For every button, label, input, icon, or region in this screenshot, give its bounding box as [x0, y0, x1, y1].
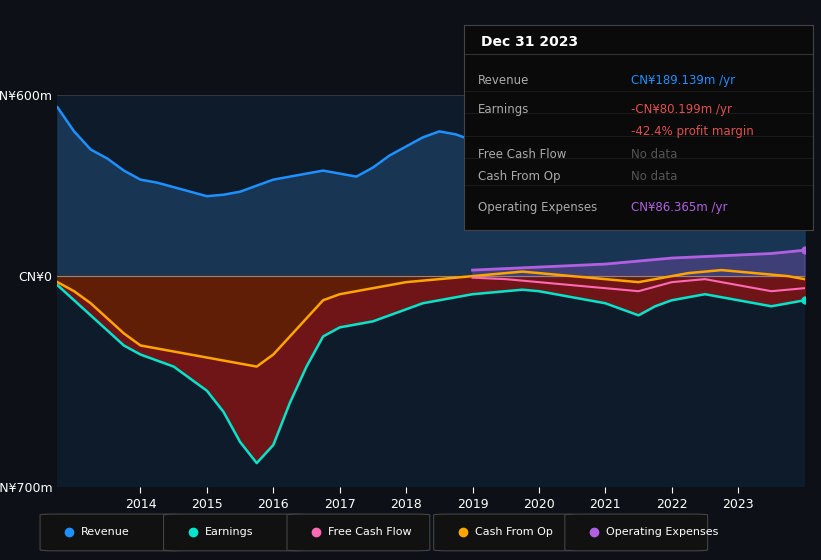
Text: -42.4% profit margin: -42.4% profit margin [631, 125, 754, 138]
Text: No data: No data [631, 170, 677, 183]
Text: Earnings: Earnings [478, 103, 530, 116]
Text: No data: No data [631, 148, 677, 161]
Text: Earnings: Earnings [204, 527, 253, 537]
Text: Revenue: Revenue [81, 527, 130, 537]
Text: Free Cash Flow: Free Cash Flow [478, 148, 566, 161]
Text: Cash From Op: Cash From Op [475, 527, 553, 537]
FancyBboxPatch shape [565, 514, 708, 551]
FancyBboxPatch shape [40, 514, 183, 551]
Text: Operating Expenses: Operating Expenses [478, 201, 597, 214]
FancyBboxPatch shape [433, 514, 576, 551]
Text: Operating Expenses: Operating Expenses [606, 527, 718, 537]
Text: Dec 31 2023: Dec 31 2023 [481, 35, 579, 49]
Text: CN¥189.139m /yr: CN¥189.139m /yr [631, 74, 736, 87]
FancyBboxPatch shape [287, 514, 430, 551]
Text: -CN¥80.199m /yr: -CN¥80.199m /yr [631, 103, 732, 116]
Text: Revenue: Revenue [478, 74, 530, 87]
Text: Free Cash Flow: Free Cash Flow [328, 527, 411, 537]
FancyBboxPatch shape [163, 514, 306, 551]
Text: CN¥86.365m /yr: CN¥86.365m /yr [631, 201, 728, 214]
Text: Cash From Op: Cash From Op [478, 170, 560, 183]
